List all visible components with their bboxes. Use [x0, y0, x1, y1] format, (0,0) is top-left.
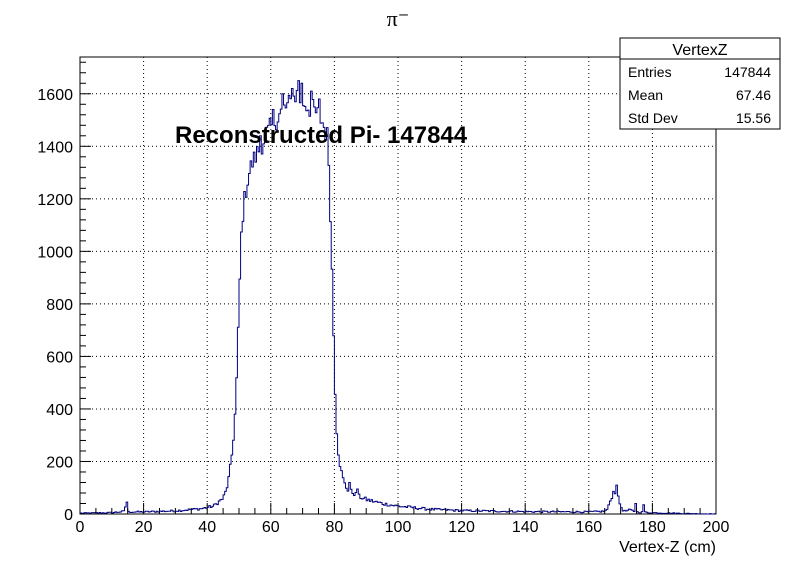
stats-mean-label: Mean	[628, 87, 663, 103]
x-tick-label: 120	[448, 519, 475, 536]
axis-ticks: 0 20 40 60 80 100 120 140 160 180 200 0 200 400 600 800…	[37, 61, 730, 536]
x-tick-label: 100	[385, 519, 412, 536]
stats-box: VertexZ Entries 147844 Mean 67.46 Std De…	[619, 37, 781, 130]
stats-box-title: VertexZ	[672, 42, 727, 59]
stats-entries-value: 147844	[724, 64, 771, 80]
y-tick-label: 1000	[37, 244, 73, 261]
x-tick-label: 0	[76, 519, 85, 536]
stats-box-border	[619, 37, 781, 130]
stats-entries-label: Entries	[628, 64, 672, 80]
x-tick-label: 140	[512, 519, 539, 536]
chart-title: π⁻	[387, 6, 410, 31]
x-axis-title: Vertex-Z (cm)	[619, 539, 716, 556]
y-tick-label: 400	[46, 402, 73, 419]
histogram-line	[79, 80, 717, 515]
y-tick-label: 1200	[37, 192, 73, 209]
y-tick-label: 600	[46, 349, 73, 366]
x-tick-label: 60	[262, 519, 280, 536]
x-tick-label: 160	[575, 519, 602, 536]
grid	[80, 57, 716, 514]
x-tick-label: 180	[639, 519, 666, 536]
stats-mean-value: 67.46	[736, 87, 771, 103]
stats-stddev-label: Std Dev	[628, 110, 678, 126]
stats-stddev-value: 15.56	[736, 110, 771, 126]
y-tick-label: 1400	[37, 139, 73, 156]
y-tick-label: 800	[46, 297, 73, 314]
y-tick-label: 1600	[37, 87, 73, 104]
x-tick-label: 200	[703, 519, 730, 536]
reconstructed-annotation: Reconstructed Pi- 147844	[175, 122, 468, 149]
y-tick-label: 0	[64, 507, 73, 524]
y-tick-label: 200	[46, 454, 73, 471]
x-tick-label: 80	[326, 519, 344, 536]
x-tick-label: 20	[135, 519, 153, 536]
histogram-series	[79, 80, 717, 515]
x-tick-label: 40	[198, 519, 216, 536]
